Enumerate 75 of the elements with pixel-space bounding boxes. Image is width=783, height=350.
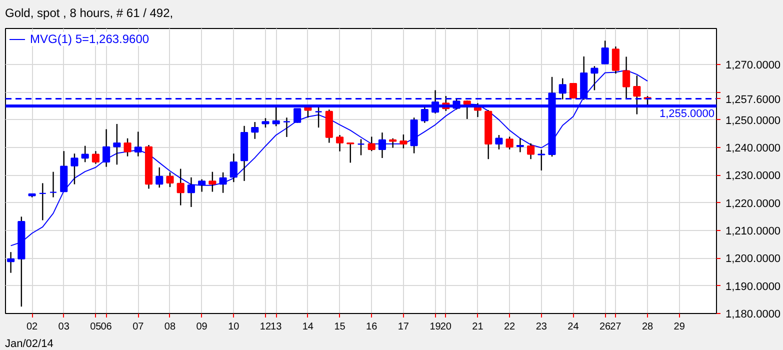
candlestick <box>219 172 227 194</box>
x-tick-label: 14 <box>302 322 314 332</box>
candlestick <box>230 152 238 183</box>
candlestick <box>400 134 408 149</box>
x-tick-label: 22 <box>504 322 516 332</box>
y-tick-label: 1,180.0000 <box>726 308 781 320</box>
ref-line-label: 1,257.6000 <box>726 94 781 106</box>
y-tick-label: 1,190.0000 <box>726 280 781 293</box>
candlestick <box>38 182 46 221</box>
candlestick <box>336 134 344 152</box>
y-tick-label: 1,210.0000 <box>726 225 781 238</box>
x-tick-label: 26 <box>600 322 612 332</box>
candlestick <box>208 171 216 192</box>
candlestick <box>506 136 514 150</box>
candlestick <box>622 56 630 100</box>
ref-line-label: 1,255.0000 <box>659 108 715 120</box>
candlestick <box>187 176 195 208</box>
candlestick <box>102 128 110 168</box>
x-tick-label: 16 <box>366 322 378 332</box>
candlestick <box>113 123 121 166</box>
y-tick-label: 1,200.0000 <box>726 253 781 266</box>
candlestick <box>166 172 174 188</box>
x-tick-label: 06 <box>100 322 112 332</box>
y-tick-label: 1,250.0000 <box>726 114 781 127</box>
candlestick <box>378 132 386 159</box>
x-tick-label: 27 <box>610 322 622 332</box>
candlestick <box>156 166 164 188</box>
y-tick-label: 1,220.0000 <box>726 198 781 210</box>
x-tick-label: 21 <box>472 322 484 332</box>
text: Jan/02/14 <box>5 337 54 350</box>
x-tick-label: 15 <box>334 322 346 332</box>
candlestick <box>124 138 132 157</box>
y-tick-label: 1,240.0000 <box>726 142 781 154</box>
candlestick <box>601 40 609 65</box>
x-tick-label: 07 <box>132 322 144 332</box>
candlestick <box>251 121 259 140</box>
candlestick <box>612 46 620 74</box>
y-tick-label: 1,270.0000 <box>726 59 781 72</box>
candlestick <box>516 138 524 153</box>
x-tick-label: 28 <box>642 322 654 332</box>
x-tick-label: 23 <box>536 322 548 332</box>
x-tick-label: 24 <box>568 322 580 332</box>
x-tick-label: 05 <box>90 322 102 332</box>
x-tick-label: 10 <box>228 322 240 332</box>
x-tick-label: 02 <box>26 322 38 332</box>
candlestick <box>198 178 206 192</box>
candlestick <box>357 138 365 156</box>
candlestick <box>81 145 89 163</box>
x-tick-label: 13 <box>270 322 282 332</box>
candlestick <box>176 168 184 206</box>
x-tick-label: 17 <box>398 322 410 332</box>
x-tick-label: 19 <box>430 322 442 332</box>
candlestick <box>70 152 78 185</box>
x-tick-label: 29 <box>674 322 686 332</box>
candlestick <box>495 134 503 150</box>
legend-label: MVG(1) 5=1,263.9600 <box>30 32 150 46</box>
candlestick <box>346 142 354 164</box>
candlestick <box>569 82 578 99</box>
candlestick <box>92 150 100 164</box>
candlestick <box>538 149 546 172</box>
y-tick-label: 1,230.0000 <box>726 170 781 182</box>
candlestick <box>368 136 376 152</box>
candlestick <box>282 116 290 138</box>
candlestick <box>262 118 270 128</box>
x-tick-label: 03 <box>58 322 70 332</box>
candlestick <box>389 138 397 148</box>
candlestick <box>633 74 641 115</box>
x-tick-label: 08 <box>164 322 176 332</box>
chart-title: Gold, spot , 8 hours, # 61 / 492, <box>5 5 174 22</box>
x-tick-label: 20 <box>440 322 452 332</box>
candlestick <box>527 142 535 160</box>
x-tick-label: 09 <box>196 322 208 332</box>
x-tick-label: 12 <box>260 322 272 332</box>
candlestick <box>134 131 142 157</box>
candlestick <box>49 171 58 198</box>
